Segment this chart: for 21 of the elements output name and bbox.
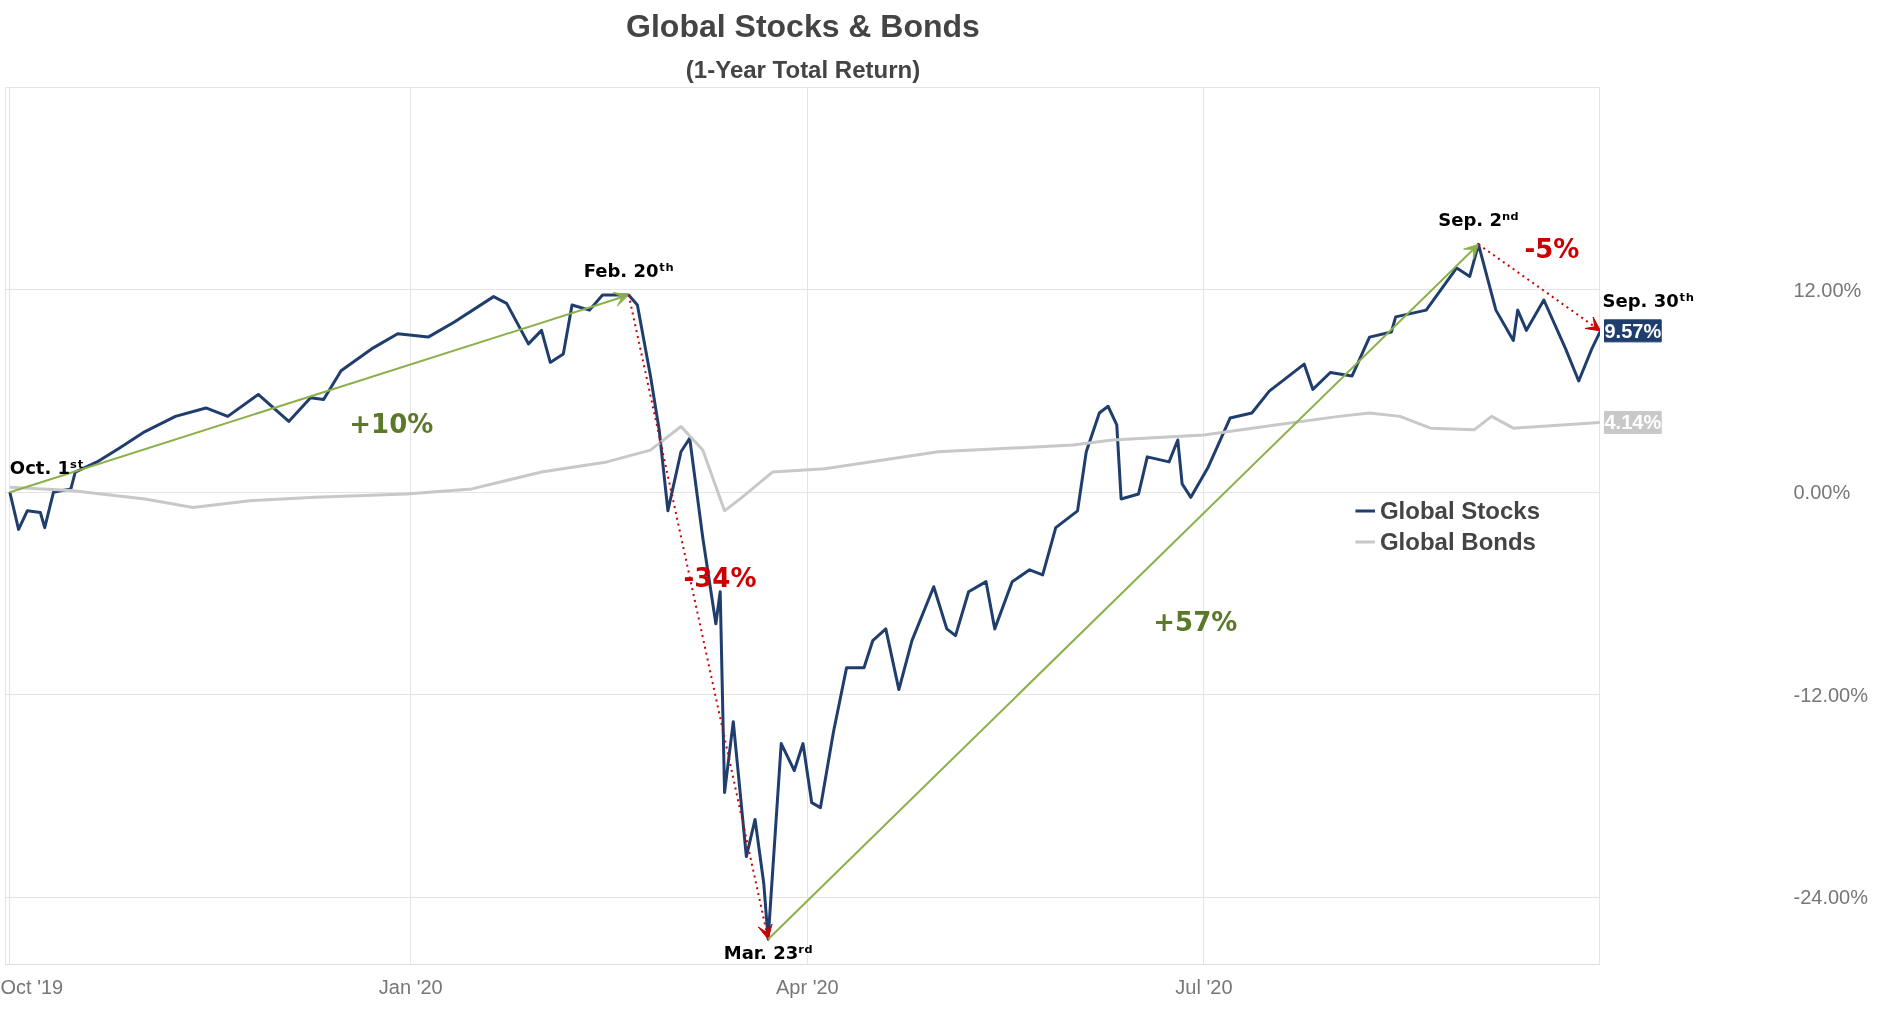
annotation: Sep. 30ᵗʰ <box>1602 289 1694 311</box>
annotation: Oct. 1ˢᵗ <box>9 457 84 479</box>
chart-title: Global Stocks & Bonds <box>626 7 980 44</box>
chart-subtitle: (1-Year Total Return) <box>685 55 921 83</box>
y-tick-label: -24.00% <box>1793 886 1869 909</box>
y-tick-label: 12.00% <box>1793 278 1862 301</box>
data-label: 9.57% <box>1604 319 1662 342</box>
x-tick-label: Apr '20 <box>775 975 839 998</box>
annotation: Sep. 2ⁿᵈ <box>1438 209 1519 231</box>
annotation: -5% <box>1524 233 1580 264</box>
x-tick-label: Oct '19 <box>0 975 64 998</box>
annotation: +57% <box>1153 606 1238 637</box>
annotation: Mar. 23ʳᵈ <box>723 942 813 964</box>
y-tick-label: 0.00% <box>1793 481 1851 504</box>
y-tick-label: -12.00% <box>1793 683 1869 706</box>
legend-label: Global Stocks <box>1379 496 1540 524</box>
legend-label: Global Bonds <box>1379 527 1536 555</box>
x-tick-label: Jul '20 <box>1175 975 1233 998</box>
annotation: +10% <box>349 408 434 439</box>
x-tick-label: Jan '20 <box>378 975 443 998</box>
annotation: Feb. 20ᵗʰ <box>583 259 674 281</box>
